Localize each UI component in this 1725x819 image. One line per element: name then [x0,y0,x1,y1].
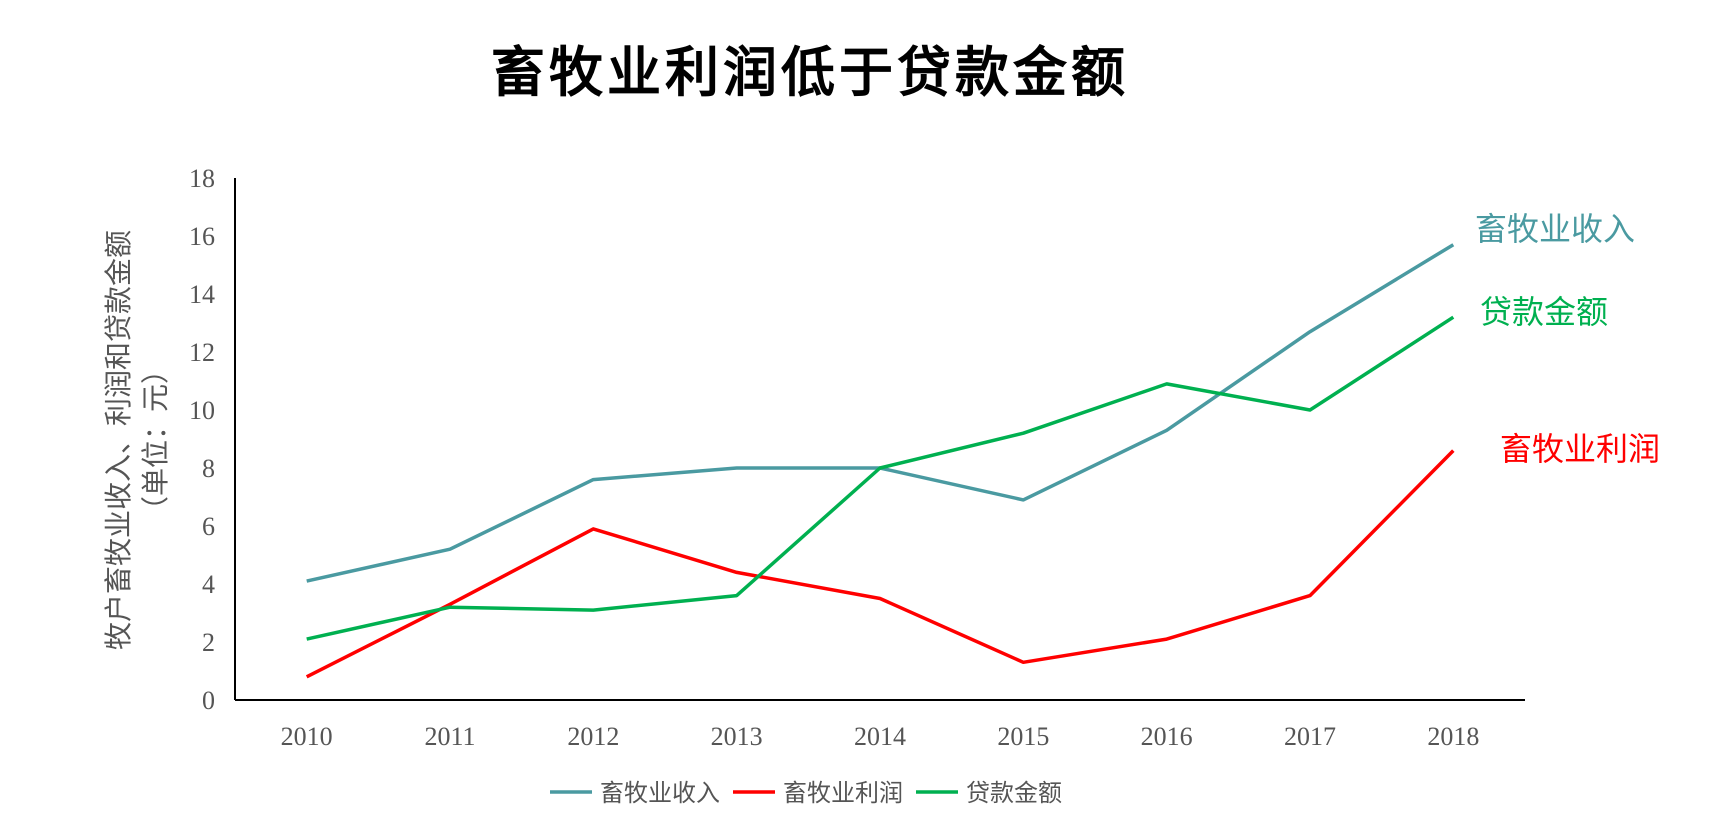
x-tick-label: 2011 [424,722,475,751]
y-tick-label: 16 [189,222,215,251]
x-tick-label: 2015 [997,722,1049,751]
y-tick-label: 8 [202,454,215,483]
end-label-1: 贷款金额 [1480,293,1608,331]
legend-label-2: 贷款金额 [966,779,1062,807]
series-line-2 [306,315,1455,641]
x-tick-label: 2018 [1427,722,1479,751]
x-tick-label: 2014 [854,722,906,751]
axes [234,178,1525,701]
y-tick-label: 0 [202,686,215,715]
x-tick-label: 2016 [1141,722,1193,751]
y-tick-label: 6 [202,512,215,541]
series-line-1 [305,449,1455,679]
series-lines [305,243,1455,679]
legend-label-1: 畜牧业利润 [783,779,903,807]
y-ticks: 0 2 4 6 8 10 12 14 16 18 [189,164,215,715]
y-tick-label: 10 [189,396,215,425]
y-tick-label: 18 [189,164,215,193]
y-axis-label: 牧户畜牧业收入、利润和贷款金额 （单位：元） [102,230,172,650]
end-label-2: 畜牧业利润 [1500,430,1660,468]
x-tick-label: 2017 [1284,722,1336,751]
end-label-0: 畜牧业收入 [1475,210,1635,248]
legend: 畜牧业收入 畜牧业利润 贷款金额 [550,779,1062,807]
x-tick-label: 2012 [567,722,619,751]
legend-label-0: 畜牧业收入 [600,779,720,807]
x-ticks: 2010 2011 2012 2013 2014 2015 2016 2017 2018 [281,722,1480,751]
y-tick-label: 12 [189,338,215,367]
series-line-0 [306,243,1455,583]
y-axis-label-line1: 牧户畜牧业收入、利润和贷款金额 [102,230,135,650]
y-axis-label-line2: （单位：元） [139,356,172,524]
y-tick-label: 2 [202,628,215,657]
x-tick-label: 2013 [711,722,763,751]
chart-title: 畜牧业利润低于贷款金额 [491,41,1129,104]
y-tick-label: 4 [202,570,215,599]
x-tick-label: 2010 [281,722,333,751]
y-tick-label: 14 [189,280,215,309]
